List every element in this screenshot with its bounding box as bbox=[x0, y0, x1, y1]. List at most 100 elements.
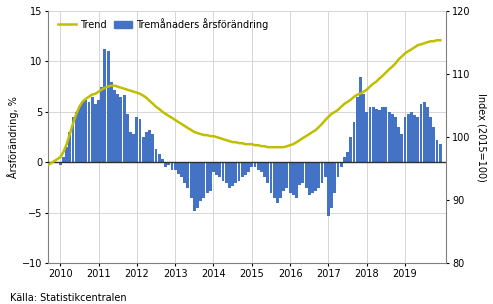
Bar bbox=[87, 102, 90, 162]
Bar bbox=[333, 162, 336, 193]
Bar bbox=[151, 134, 154, 162]
Bar bbox=[263, 162, 266, 178]
Bar bbox=[132, 134, 135, 162]
Bar bbox=[139, 119, 141, 162]
Bar bbox=[126, 114, 129, 162]
Bar bbox=[215, 162, 218, 175]
Bar bbox=[350, 137, 352, 162]
Bar bbox=[158, 154, 161, 162]
Bar bbox=[420, 104, 423, 162]
Bar bbox=[161, 159, 164, 162]
Bar bbox=[295, 162, 298, 198]
Bar bbox=[359, 77, 362, 162]
Bar bbox=[305, 162, 308, 188]
Bar bbox=[435, 140, 438, 162]
Bar bbox=[244, 162, 247, 175]
Y-axis label: Årsförändring, %: Årsförändring, % bbox=[7, 96, 19, 178]
Bar bbox=[343, 157, 346, 162]
Bar bbox=[285, 162, 288, 188]
Bar bbox=[171, 162, 174, 171]
Bar bbox=[241, 162, 244, 178]
Bar bbox=[116, 94, 119, 162]
Bar bbox=[260, 162, 263, 172]
Bar bbox=[100, 87, 103, 162]
Bar bbox=[298, 162, 301, 185]
Bar bbox=[247, 162, 250, 172]
Bar bbox=[106, 51, 109, 162]
Bar bbox=[385, 107, 387, 162]
Bar bbox=[426, 107, 429, 162]
Bar bbox=[317, 162, 320, 188]
Bar bbox=[410, 112, 413, 162]
Bar bbox=[148, 130, 151, 162]
Bar bbox=[206, 162, 209, 193]
Y-axis label: Index (2015=100): Index (2015=100) bbox=[476, 93, 486, 181]
Bar bbox=[164, 162, 167, 168]
Bar bbox=[257, 162, 260, 171]
Bar bbox=[167, 162, 170, 165]
Bar bbox=[113, 90, 116, 162]
Bar bbox=[276, 162, 279, 203]
Bar bbox=[375, 109, 378, 162]
Bar bbox=[65, 147, 68, 162]
Bar bbox=[228, 162, 231, 188]
Bar bbox=[381, 107, 384, 162]
Bar bbox=[183, 162, 186, 182]
Bar bbox=[266, 162, 269, 182]
Bar bbox=[368, 107, 371, 162]
Bar bbox=[231, 162, 234, 185]
Bar bbox=[423, 102, 425, 162]
Bar bbox=[94, 104, 97, 162]
Bar bbox=[400, 134, 403, 162]
Bar bbox=[193, 162, 196, 211]
Bar bbox=[340, 162, 343, 168]
Bar bbox=[273, 162, 276, 198]
Bar bbox=[301, 162, 304, 182]
Bar bbox=[270, 162, 273, 193]
Bar bbox=[196, 162, 199, 208]
Bar bbox=[330, 162, 333, 208]
Bar bbox=[104, 49, 106, 162]
Bar bbox=[110, 81, 113, 162]
Bar bbox=[365, 112, 368, 162]
Bar bbox=[129, 132, 132, 162]
Bar bbox=[394, 117, 397, 162]
Bar bbox=[238, 162, 241, 181]
Bar bbox=[78, 107, 81, 162]
Bar bbox=[250, 162, 253, 168]
Bar bbox=[279, 162, 282, 198]
Bar bbox=[71, 117, 74, 162]
Bar bbox=[346, 152, 349, 162]
Bar bbox=[362, 94, 365, 162]
Bar bbox=[432, 127, 435, 162]
Bar bbox=[429, 117, 432, 162]
Bar bbox=[327, 162, 330, 216]
Bar bbox=[282, 162, 285, 191]
Bar bbox=[397, 127, 400, 162]
Bar bbox=[91, 97, 94, 162]
Bar bbox=[155, 149, 157, 162]
Bar bbox=[413, 115, 416, 162]
Bar bbox=[292, 162, 295, 195]
Bar bbox=[186, 162, 189, 188]
Bar bbox=[253, 162, 256, 168]
Bar bbox=[404, 117, 407, 162]
Bar bbox=[222, 162, 224, 181]
Bar bbox=[142, 137, 144, 162]
Bar bbox=[69, 132, 71, 162]
Bar bbox=[203, 162, 205, 198]
Bar bbox=[212, 162, 215, 172]
Text: Källa: Statistikcentralen: Källa: Statistikcentralen bbox=[10, 293, 127, 303]
Bar bbox=[407, 114, 410, 162]
Bar bbox=[177, 162, 180, 174]
Bar bbox=[372, 107, 375, 162]
Bar bbox=[136, 117, 138, 162]
Bar bbox=[234, 162, 237, 182]
Bar bbox=[180, 162, 183, 178]
Bar bbox=[81, 102, 84, 162]
Bar bbox=[97, 100, 100, 162]
Bar bbox=[174, 162, 176, 171]
Legend: Trend, Tremånaders årsförändring: Trend, Tremånaders årsförändring bbox=[56, 16, 270, 32]
Bar bbox=[145, 132, 148, 162]
Bar bbox=[320, 162, 323, 182]
